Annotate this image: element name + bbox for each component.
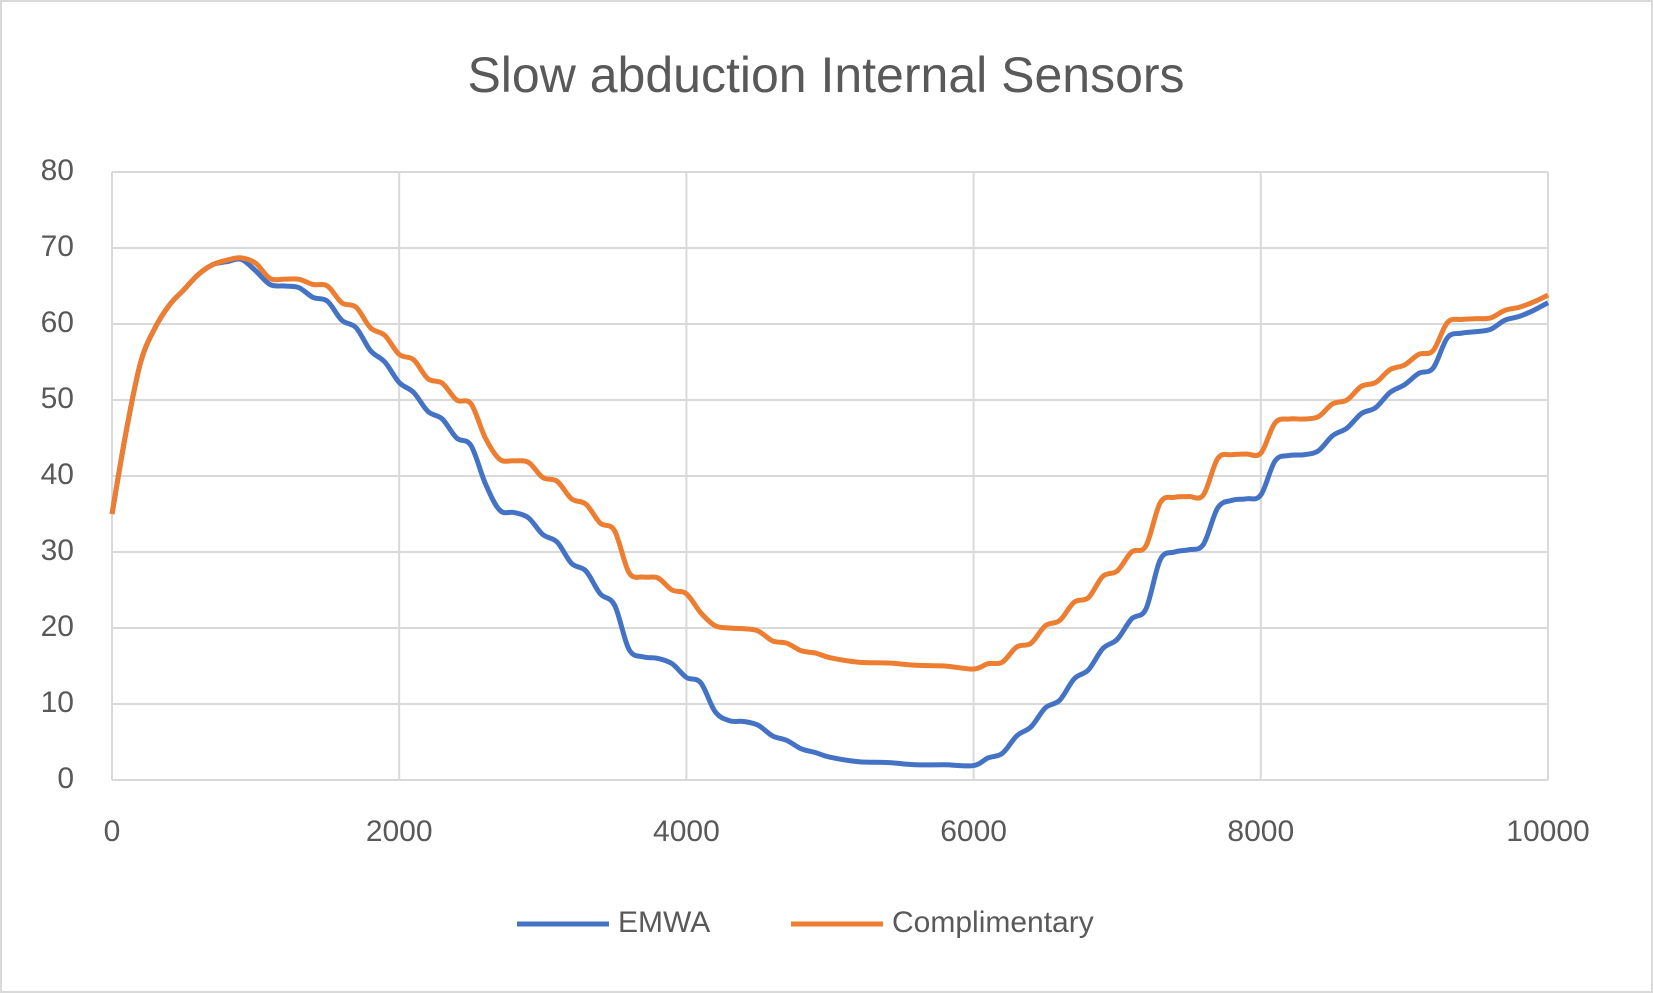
x-tick-label: 4000 — [653, 815, 720, 848]
y-tick-label: 10 — [41, 686, 74, 719]
y-tick-label: 70 — [41, 230, 74, 263]
x-tick-label: 6000 — [940, 815, 1007, 848]
legend-label: EMWA — [618, 906, 710, 939]
series-line — [109, 255, 1550, 672]
x-tick-label: 0 — [104, 815, 121, 848]
y-tick-label: 30 — [41, 534, 74, 567]
y-tick-label: 20 — [41, 610, 74, 643]
legend-label: Complimentary — [892, 906, 1094, 939]
series-line — [109, 256, 1550, 769]
y-tick-label: 50 — [41, 382, 74, 415]
y-tick-label: 80 — [41, 154, 74, 187]
y-tick-label: 0 — [57, 762, 74, 795]
y-tick-label: 60 — [41, 306, 74, 339]
chart-title: Slow abduction Internal Sensors — [467, 47, 1184, 103]
x-tick-label: 2000 — [366, 815, 433, 848]
y-tick-label: 40 — [41, 458, 74, 491]
x-tick-label: 8000 — [1227, 815, 1294, 848]
x-tick-label: 10000 — [1506, 815, 1589, 848]
